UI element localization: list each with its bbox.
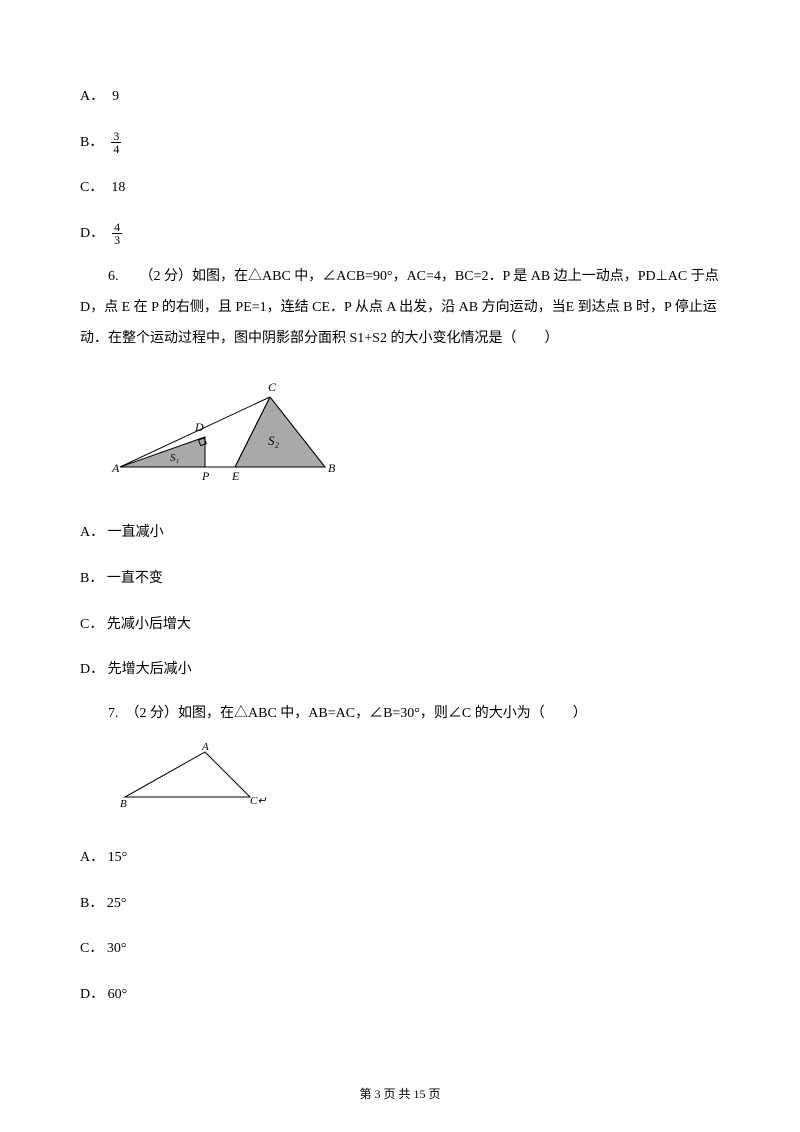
q7-option-b: B． 25°	[80, 887, 720, 921]
question-6-diagram: A B C D P E S₁ S₂	[110, 367, 720, 501]
option-label: B． 25°	[80, 887, 126, 921]
option-label: A．	[80, 80, 104, 114]
option-label: A． 一直减小	[80, 516, 164, 550]
label-p: P	[201, 469, 210, 483]
label-d: D	[194, 420, 204, 434]
fraction-denominator: 3	[112, 234, 122, 246]
label-s1: S₁	[170, 452, 180, 464]
q7-option-a: A． 15°	[80, 841, 720, 875]
question-6-text: 6. （2 分）如图，在△ABC 中，∠ACB=90°，AC=4，BC=2．P …	[80, 262, 720, 354]
top-option-a: A． 9	[80, 80, 720, 114]
label-a: A	[201, 742, 209, 753]
option-label: C．	[80, 171, 103, 205]
option-label: C． 30°	[80, 932, 126, 966]
question-7-text: 7. （2 分）如图，在△ABC 中，AB=AC，∠B=30°，则∠C 的大小为…	[80, 699, 720, 730]
label-b: B	[328, 461, 336, 475]
q6-option-c: C． 先减小后增大	[80, 608, 720, 642]
label-b: B	[120, 798, 127, 810]
label-e: E	[231, 469, 240, 483]
option-label: D． 先增大后减小	[80, 653, 192, 687]
q6-option-a: A． 一直减小	[80, 516, 720, 550]
label-c: C↵	[250, 795, 267, 807]
option-label: D．	[80, 217, 104, 251]
question-7-diagram: B A C↵	[110, 742, 720, 826]
fraction-icon: 3 4	[111, 130, 121, 155]
top-option-c: C． 18	[80, 171, 720, 205]
q6-option-b: B． 一直不变	[80, 562, 720, 596]
page-footer: 第 3 页 共 15 页	[0, 1085, 800, 1102]
option-label: D． 60°	[80, 978, 127, 1012]
fraction-numerator: 3	[111, 130, 121, 143]
shaded-s1-icon	[120, 437, 205, 467]
label-c: C	[268, 380, 277, 394]
option-label: A． 15°	[80, 841, 127, 875]
top-option-d: D． 4 3	[80, 217, 720, 251]
q6-option-d: D． 先增大后减小	[80, 653, 720, 687]
option-value: 18	[111, 171, 125, 205]
fraction-icon: 4 3	[112, 221, 122, 246]
top-option-b: B． 3 4	[80, 126, 720, 160]
triangle-icon	[125, 752, 250, 797]
q7-option-c: C． 30°	[80, 932, 720, 966]
label-s2: S₂	[268, 433, 280, 448]
label-a: A	[111, 461, 120, 475]
option-value: 9	[112, 80, 119, 114]
q7-option-d: D． 60°	[80, 978, 720, 1012]
option-label: B． 一直不变	[80, 562, 163, 596]
fraction-denominator: 4	[111, 143, 121, 155]
option-label: C． 先减小后增大	[80, 608, 191, 642]
option-label: B．	[80, 126, 103, 160]
page-content: A． 9 B． 3 4 C． 18 D． 4 3 6. （2 分）如图，在△AB…	[0, 0, 800, 1064]
